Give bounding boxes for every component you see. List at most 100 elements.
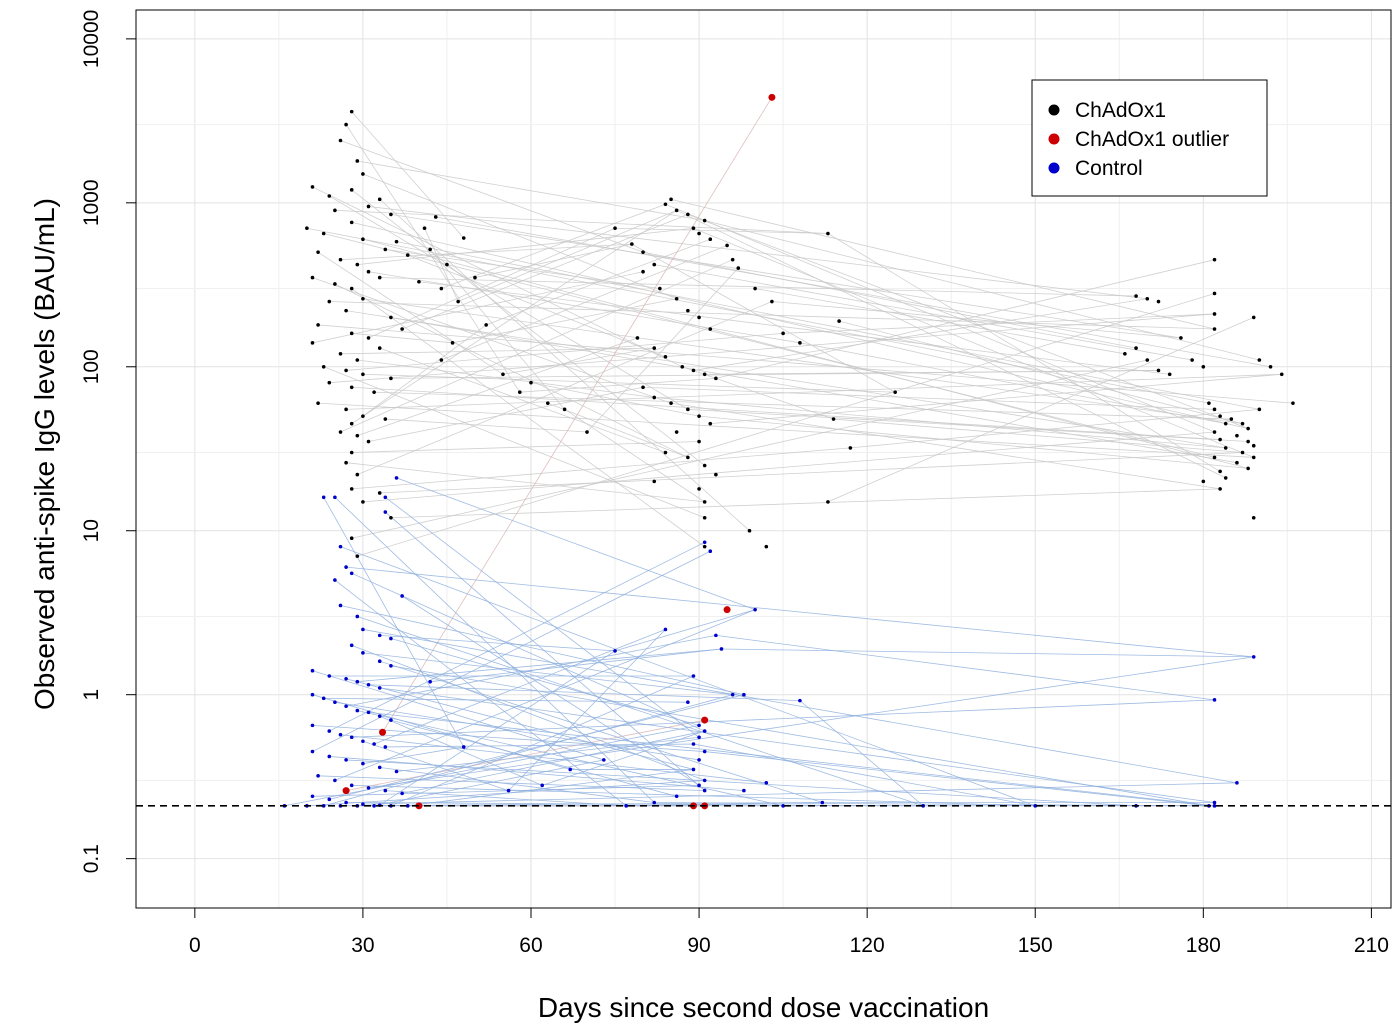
data-point (1156, 299, 1161, 304)
legend: ChAdOx1 ChAdOx1 outlier Control (1031, 79, 1268, 197)
trajectory-line (693, 298, 1148, 371)
data-point (691, 674, 696, 678)
trajectory-line (368, 656, 1254, 789)
data-point (355, 262, 360, 267)
data-point (349, 643, 354, 648)
data-point (764, 781, 769, 785)
data-point (697, 414, 701, 418)
data-point (389, 515, 393, 520)
trajectory-line (323, 497, 465, 748)
data-points (282, 93, 1295, 810)
trajectory-line (396, 241, 1260, 410)
trajectory-line (379, 687, 1215, 803)
trajectory-line (379, 767, 655, 803)
data-point (349, 109, 354, 114)
data-point (377, 765, 382, 770)
data-point (321, 495, 326, 500)
trajectory-line (699, 415, 1249, 469)
trajectory-line (379, 715, 543, 786)
trajectory-line (542, 730, 705, 786)
data-point (1257, 358, 1262, 362)
trajectory-line (346, 759, 1137, 807)
data-point (445, 262, 449, 267)
data-point (405, 253, 410, 257)
data-point (361, 651, 365, 655)
data-point (349, 735, 354, 740)
data-point (344, 460, 348, 465)
data-point (321, 231, 326, 236)
data-point (349, 286, 354, 291)
trajectory-line (401, 214, 689, 330)
data-point (338, 257, 343, 262)
data-point (377, 491, 382, 495)
data-point (310, 341, 315, 345)
data-point (652, 479, 657, 484)
data-point (1268, 364, 1273, 369)
data-point (540, 783, 544, 788)
trajectory-line (827, 317, 1254, 503)
data-point (1251, 515, 1256, 520)
legend-label: Control (1075, 157, 1143, 180)
trajectory-line (346, 634, 716, 707)
trajectory-line (357, 648, 722, 683)
data-point (1291, 401, 1295, 405)
data-point (400, 791, 404, 796)
data-point (768, 93, 776, 101)
data-point (708, 237, 713, 241)
trajectory-line (424, 228, 459, 302)
trajectory-line (340, 259, 733, 433)
trajectory-line (710, 373, 1282, 425)
trajectory-line (385, 496, 700, 738)
trajectory-line (312, 724, 705, 752)
trajectory-line (642, 251, 1137, 349)
data-point (389, 376, 393, 381)
data-point (1033, 804, 1038, 808)
trajectory-line (340, 605, 744, 696)
data-point (377, 275, 382, 280)
trajectory-line (329, 301, 1215, 330)
trajectory-line (715, 634, 1215, 701)
trajectory-line (340, 140, 644, 253)
data-point (327, 729, 332, 733)
trajectory-line (665, 203, 1215, 433)
data-point (663, 202, 668, 207)
data-point (723, 606, 731, 614)
data-point (697, 439, 701, 444)
trajectory-line (379, 347, 666, 453)
data-point (826, 500, 830, 504)
data-point (702, 372, 707, 377)
data-point (1246, 439, 1250, 444)
data-point (349, 421, 354, 426)
data-point (1212, 430, 1217, 434)
data-point (1212, 327, 1217, 331)
trajectory-line (670, 198, 1215, 330)
data-point (630, 242, 634, 246)
data-point (1218, 487, 1222, 491)
data-point (1212, 800, 1217, 805)
data-point (327, 194, 332, 198)
data-point (702, 500, 707, 504)
legend-marker (1048, 133, 1060, 145)
data-point (697, 487, 701, 491)
trajectory-line (385, 743, 694, 748)
data-point (377, 633, 382, 638)
data-point (708, 549, 713, 554)
trajectory-line (362, 238, 1249, 469)
data-point (389, 315, 393, 320)
data-point (344, 677, 348, 681)
data-point (327, 797, 332, 802)
data-point (383, 247, 388, 252)
trajectory-line (704, 751, 1209, 807)
data-point (349, 783, 354, 788)
data-point (697, 315, 701, 320)
data-point (848, 446, 853, 450)
data-point (349, 331, 354, 336)
trajectory-line (368, 227, 616, 339)
trajectory-line (508, 629, 666, 791)
data-point (697, 723, 701, 728)
trajectory-line (351, 111, 465, 239)
data-point (663, 355, 668, 359)
plot-frame (135, 9, 1392, 909)
data-point (366, 204, 371, 209)
trajectory-line (390, 719, 677, 797)
